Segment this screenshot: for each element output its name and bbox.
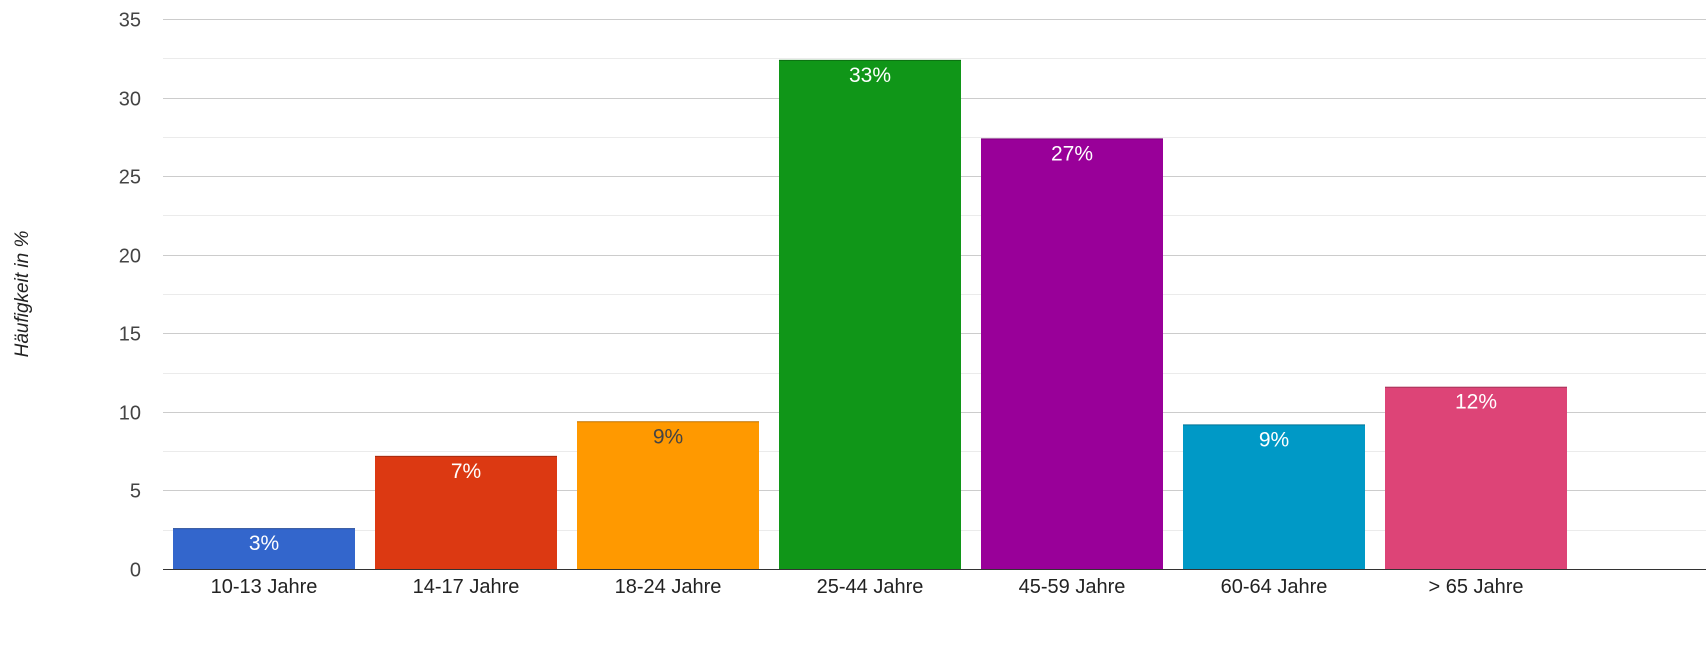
y-tick-label: 15: [119, 324, 141, 346]
data-label: 7%: [451, 460, 481, 483]
bar-60-64-jahre[interactable]: [1183, 424, 1365, 569]
data-label: 33%: [849, 64, 891, 87]
x-tick-label: 60-64 Jahre: [1221, 576, 1328, 598]
bar-18-24-jahre[interactable]: [577, 421, 759, 569]
y-tick-label: 30: [119, 89, 141, 111]
x-tick-label: > 65 Jahre: [1428, 576, 1523, 598]
x-axis-labels: 10-13 Jahre 14-17 Jahre 18-24 Jahre 25-44 J…: [211, 576, 1524, 598]
data-label: 9%: [1259, 428, 1289, 451]
data-label: 12%: [1455, 391, 1497, 414]
y-tick-label: 5: [130, 481, 141, 503]
bar-25-44-jahre[interactable]: [779, 59, 961, 569]
x-tick-label: 10-13 Jahre: [211, 576, 318, 598]
y-tick-label: 35: [119, 10, 141, 32]
data-label: 9%: [653, 425, 683, 448]
y-tick-label: 10: [119, 403, 141, 425]
x-tick-label: 45-59 Jahre: [1019, 576, 1126, 598]
bar-65-jahre[interactable]: [1385, 386, 1567, 569]
y-tick-label: 20: [119, 246, 141, 268]
x-tick-label: 18-24 Jahre: [615, 576, 722, 598]
x-tick-label: 14-17 Jahre: [413, 576, 520, 598]
bar-14-17-jahre[interactable]: [375, 455, 557, 569]
y-axis-ticks: 0 5 10 15 20 25 30 35: [119, 10, 141, 582]
data-label: 27%: [1051, 142, 1093, 165]
bars: 3% 7% 9% 33% 27% 9% 12%: [173, 59, 1567, 569]
x-tick-label: 25-44 Jahre: [817, 576, 924, 598]
y-axis-title: Häufigkeit in %: [12, 231, 33, 358]
data-label: 3%: [249, 532, 279, 555]
y-tick-label: 0: [130, 560, 141, 582]
bar-45-59-jahre[interactable]: [981, 138, 1163, 569]
y-tick-label: 25: [119, 167, 141, 189]
bar-10-13-jahre[interactable]: [173, 528, 355, 569]
